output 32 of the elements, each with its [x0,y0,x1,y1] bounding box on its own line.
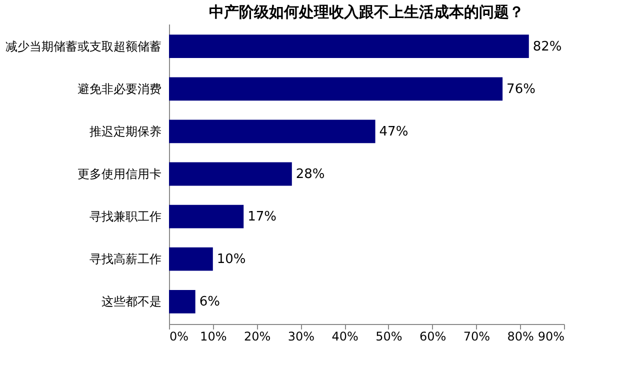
chart-title: 中产阶级如何处理收入跟不上生活成本的问题？ [209,3,524,21]
y-tick-label: 避免非必要消费 [78,82,162,96]
bar [169,34,529,58]
x-tick-label: 30% [288,330,315,344]
x-tick-label: 0% [170,330,189,344]
data-label: 28% [296,167,325,182]
data-label: 10% [216,252,246,268]
data-label: 82% [532,39,562,54]
x-tick-label: 40% [332,330,358,344]
x-tick-label: 10% [200,330,227,344]
bar [169,290,196,314]
x-tick-label: 90% [538,330,564,344]
data-label: 76% [506,82,536,97]
x-tick-label: 80% [507,330,534,344]
y-tick-label: 寻找高薪工作 [90,252,162,266]
y-tick-label: 寻找兼职工作 [90,210,162,224]
x-tick-label: 20% [244,330,271,344]
x-tick-label: 50% [376,330,402,344]
bar [169,247,213,271]
x-tick-label: 60% [419,330,446,344]
data-label: 6% [199,294,220,310]
y-tick-label: 这些都不是 [102,294,162,309]
y-tick-label: 推迟定期保养 [90,124,162,138]
y-tick-label: 更多使用信用卡 [78,167,162,181]
bar [169,77,503,101]
y-tick-label: 减少当期储蓄或支取超额储蓄 [6,39,162,54]
data-label: 17% [248,210,277,225]
bar [169,204,244,228]
x-tick-label: 70% [463,330,490,344]
bar [169,120,376,144]
bar [169,162,292,186]
data-label: 47% [379,124,408,140]
